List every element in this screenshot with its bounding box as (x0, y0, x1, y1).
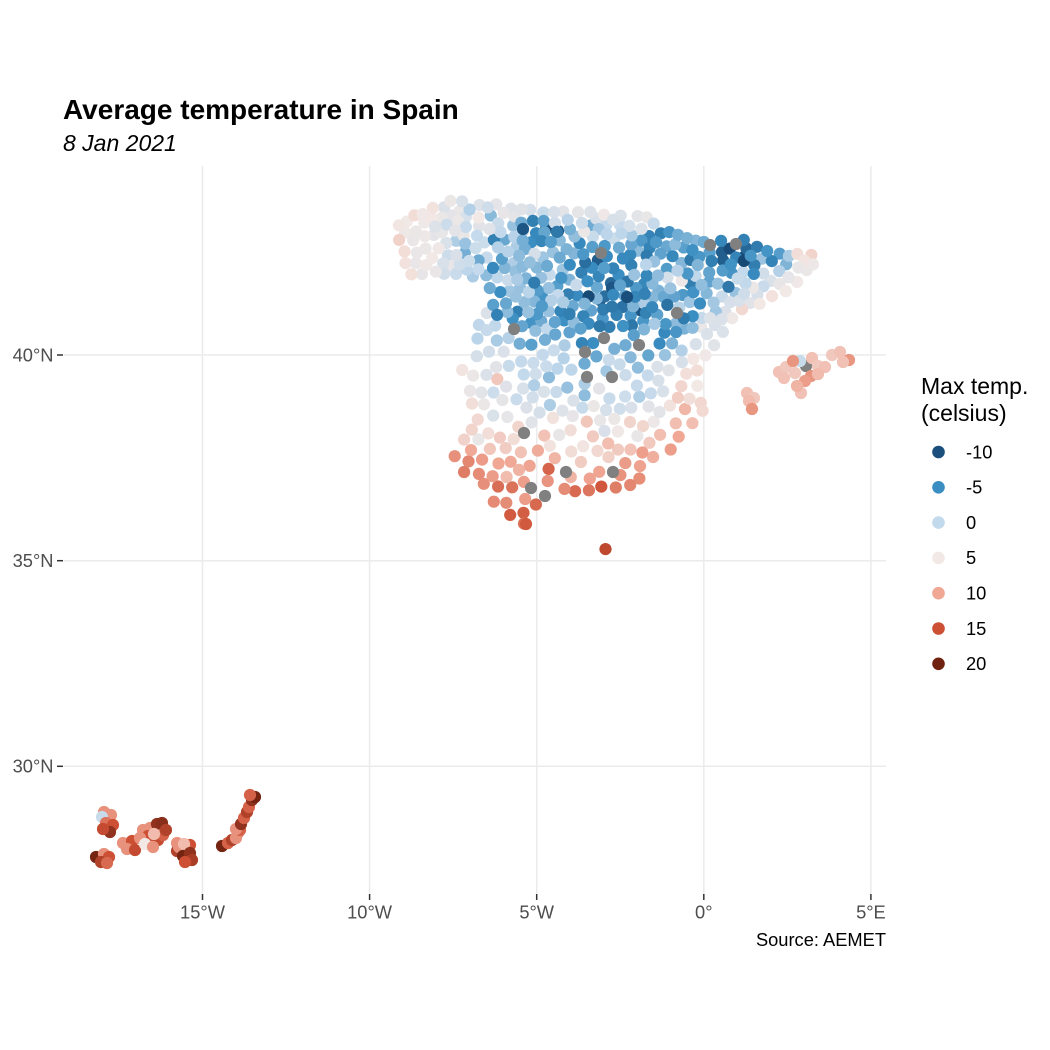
svg-text:10°W: 10°W (347, 902, 393, 923)
svg-text:40°N: 40°N (13, 344, 54, 365)
svg-text:5°W: 5°W (519, 902, 554, 923)
svg-text:Average temperature in Spain: Average temperature in Spain (63, 94, 459, 125)
svg-text:5: 5 (966, 547, 976, 568)
svg-text:30°N: 30°N (13, 756, 54, 777)
svg-text:15°W: 15°W (180, 902, 226, 923)
svg-text:Source: AEMET: Source: AEMET (756, 929, 886, 950)
svg-text:0°: 0° (695, 902, 712, 923)
svg-text:-5: -5 (966, 477, 982, 498)
svg-text:-10: -10 (966, 441, 992, 462)
svg-text:15: 15 (966, 618, 986, 639)
svg-text:Max temp.: Max temp. (921, 373, 1028, 399)
svg-text:20: 20 (966, 653, 986, 674)
svg-text:35°N: 35°N (13, 550, 54, 571)
svg-text:0: 0 (966, 512, 976, 533)
svg-text:(celsius): (celsius) (921, 400, 1007, 426)
svg-text:10: 10 (966, 583, 986, 604)
svg-text:8 Jan 2021: 8 Jan 2021 (63, 130, 177, 156)
svg-text:5°E: 5°E (856, 902, 886, 923)
